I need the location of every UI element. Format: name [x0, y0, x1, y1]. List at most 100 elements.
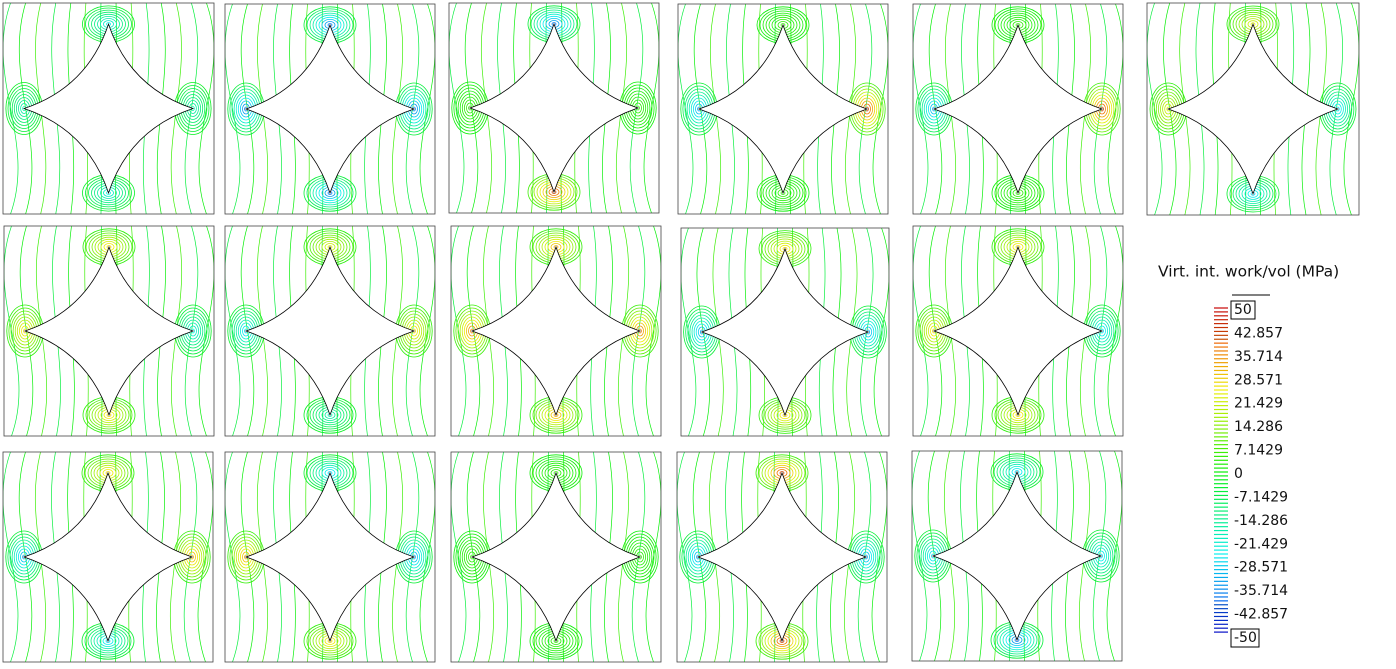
contour-panel: [678, 4, 888, 214]
panel-border: [677, 3, 889, 215]
legend-label: 35.714: [1234, 349, 1283, 365]
contour-line: [913, 226, 929, 436]
contour-line: [198, 3, 214, 214]
panel-border: [450, 225, 662, 437]
legend-label: 28.571: [1234, 372, 1283, 388]
astroid: [700, 247, 870, 417]
contour-line: [912, 451, 928, 661]
contour-panel: [225, 4, 435, 214]
contour-line: [419, 4, 435, 214]
astroid: [244, 471, 416, 643]
contour-panel: [4, 226, 214, 436]
panel-border: [224, 3, 436, 215]
astroid: [244, 23, 416, 195]
contour-line: [451, 452, 467, 662]
contour-panel: [451, 226, 661, 436]
contour-line: [677, 452, 693, 662]
legend-label: 7.1429: [1234, 443, 1283, 459]
panel-border: [1146, 2, 1360, 216]
contour-panel: [225, 226, 435, 436]
contour-panel: [1147, 3, 1359, 215]
contour-line: [678, 4, 694, 214]
astroid: [697, 23, 869, 195]
legend-label: -14.286: [1234, 513, 1288, 529]
panel-border: [680, 227, 890, 437]
panel-border: [676, 451, 888, 663]
legend: Virt. int. work/vol (MPa) 50 42.857 35.714…: [1158, 263, 1339, 648]
astroid: [468, 22, 640, 194]
panel-border: [2, 451, 214, 663]
astroid: [932, 245, 1104, 417]
legend-title: Virt. int. work/vol (MPa): [1158, 263, 1339, 281]
astroid: [1166, 22, 1340, 196]
panel-border: [3, 225, 215, 437]
astroid: [931, 470, 1103, 642]
contour-line: [913, 4, 929, 214]
panel-border: [912, 225, 1124, 437]
legend-box: [1230, 628, 1260, 648]
astroid: [23, 245, 195, 417]
legend-label: 42.857: [1234, 325, 1283, 341]
astroid: [696, 471, 868, 643]
contour-line: [449, 3, 465, 213]
contour-line: [643, 3, 659, 213]
legend-label: -7.1429: [1234, 489, 1288, 505]
panel-border: [2, 2, 215, 215]
astroid: [22, 471, 194, 643]
contour-line: [872, 4, 888, 214]
panel-border: [224, 225, 436, 437]
contour-line: [873, 228, 889, 436]
contour-panel: [449, 3, 659, 213]
panel-border: [224, 451, 436, 663]
contour-panel: [913, 226, 1123, 436]
astroid: [932, 23, 1104, 195]
contour-line: [871, 452, 887, 662]
contour-line: [197, 452, 213, 662]
contour-panel: [225, 452, 435, 662]
legend-label: -50: [1234, 630, 1257, 646]
contour-line: [419, 226, 435, 436]
legend-label: -35.714: [1234, 583, 1288, 599]
contour-line: [225, 452, 241, 662]
contour-line: [681, 228, 697, 436]
legend-label: -28.571: [1234, 560, 1288, 576]
contour-panel: [912, 451, 1122, 661]
contour-line: [645, 452, 661, 662]
contour-line: [1107, 226, 1123, 436]
panel-border: [448, 2, 660, 214]
contour-line: [1107, 4, 1123, 214]
contour-line: [451, 226, 467, 436]
contour-panel: [451, 452, 661, 662]
legend-label: 0: [1234, 466, 1243, 482]
astroid: [22, 22, 195, 195]
panel-border: [450, 451, 662, 663]
legend-label: -21.429: [1234, 536, 1288, 552]
panel-border: [911, 450, 1123, 662]
contour-line: [419, 452, 435, 662]
astroid: [470, 471, 642, 643]
contour-panel: [913, 4, 1123, 214]
panels: [2, 2, 1360, 663]
contour-line: [225, 226, 241, 436]
contour-line: [3, 452, 19, 662]
contour-panel: [3, 3, 214, 214]
contour-line: [645, 226, 661, 436]
contour-line: [4, 226, 20, 436]
legend-label: 14.286: [1234, 419, 1283, 435]
contour-line: [198, 226, 214, 436]
legend-label: 50: [1234, 302, 1252, 318]
legend-label: 21.429: [1234, 396, 1283, 412]
astroid: [470, 245, 642, 417]
contour-panel: [677, 452, 887, 662]
contour-panel: [681, 228, 889, 436]
contour-line: [3, 3, 19, 214]
legend-box: [1230, 300, 1256, 320]
astroid: [244, 245, 416, 417]
panel-border: [912, 3, 1124, 215]
contour-panel: [3, 452, 213, 662]
legend-label: -42.857: [1234, 607, 1288, 623]
contour-line: [225, 4, 241, 214]
contour-line: [1106, 451, 1122, 661]
